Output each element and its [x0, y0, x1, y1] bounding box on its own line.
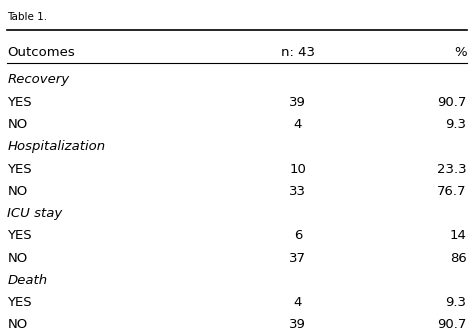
Text: 76.7: 76.7	[437, 185, 466, 198]
Text: Hospitalization: Hospitalization	[8, 140, 106, 153]
Text: 9.3: 9.3	[446, 296, 466, 309]
Text: Outcomes: Outcomes	[8, 46, 75, 59]
Text: n: 43: n: 43	[281, 46, 315, 59]
Text: NO: NO	[8, 185, 27, 198]
Text: 4: 4	[294, 118, 302, 131]
Text: ICU stay: ICU stay	[8, 207, 63, 220]
Text: 39: 39	[290, 96, 306, 109]
Text: 37: 37	[290, 252, 306, 265]
Text: 86: 86	[450, 252, 466, 265]
Text: 6: 6	[294, 229, 302, 242]
Text: NO: NO	[8, 118, 27, 131]
Text: NO: NO	[8, 252, 27, 265]
Text: Recovery: Recovery	[8, 73, 70, 87]
Text: 23.3: 23.3	[437, 163, 466, 176]
Text: 90.7: 90.7	[437, 318, 466, 331]
Text: 33: 33	[290, 185, 306, 198]
Text: 39: 39	[290, 318, 306, 331]
Text: 10: 10	[290, 163, 306, 176]
Text: YES: YES	[8, 229, 32, 242]
Text: 14: 14	[450, 229, 466, 242]
Text: Death: Death	[8, 274, 47, 287]
Text: YES: YES	[8, 163, 32, 176]
Text: 90.7: 90.7	[437, 96, 466, 109]
Text: 4: 4	[294, 296, 302, 309]
Text: NO: NO	[8, 318, 27, 331]
Text: YES: YES	[8, 96, 32, 109]
Text: %: %	[454, 46, 466, 59]
Text: YES: YES	[8, 296, 32, 309]
Text: 9.3: 9.3	[446, 118, 466, 131]
Text: Table 1.: Table 1.	[8, 12, 47, 22]
